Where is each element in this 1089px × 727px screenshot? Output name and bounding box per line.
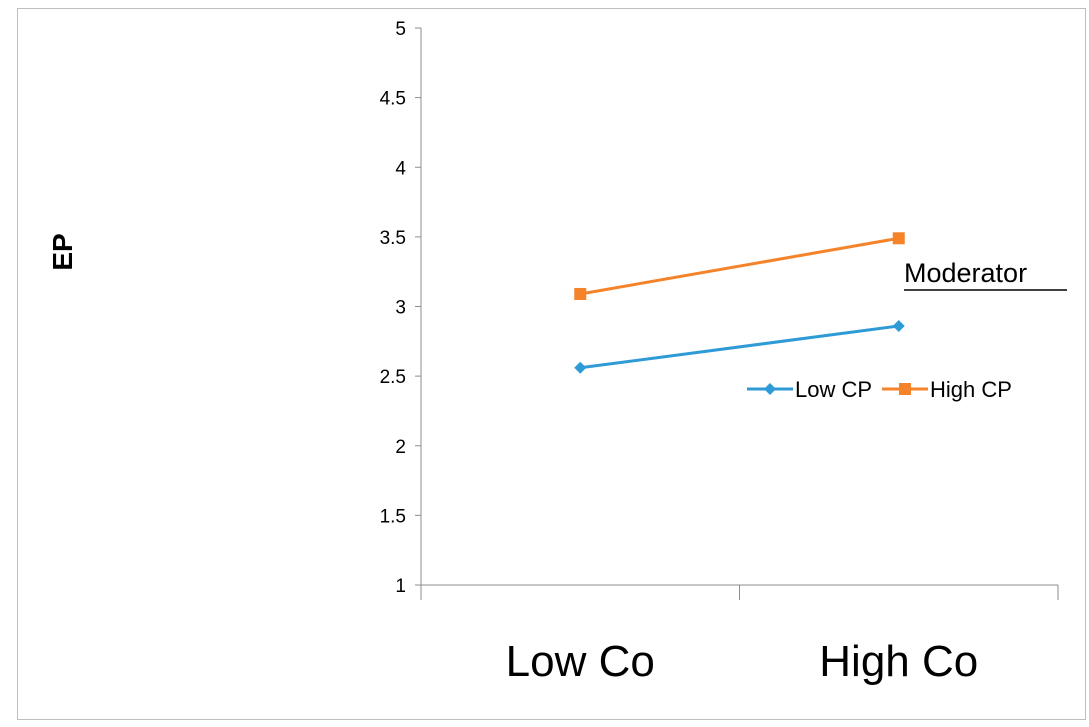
y-tick-label: 4.5 [380,89,406,110]
y-tick-label: 2.5 [380,367,406,388]
legend-title: Moderator [904,258,1027,288]
y-ticks: 1 1.5 2 2.5 3 3.5 4 4.5 5 [380,19,421,597]
x-category-label: Low Co [506,637,655,686]
legend-item: Low CP [747,377,872,402]
legend-label: High CP [930,377,1012,402]
y-tick-label: 1.5 [380,506,406,527]
y-tick-label: 3 [395,298,406,319]
y-axis-title: EP [47,233,78,270]
y-tick-label: 5 [395,19,406,40]
y-tick-label: 4 [395,158,406,179]
chart-border [17,8,1086,720]
legend-label: Low CP [795,377,872,402]
y-tick-label: 1 [395,576,406,597]
data-point-marker [892,232,905,245]
y-tick-label: 2 [395,437,406,458]
legend: Moderator Low CP High CP [747,258,1067,402]
x-ticks: Low Co High Co [420,585,1059,686]
legend-marker [899,383,911,395]
series-high-cp [574,232,905,300]
series-line [579,236,900,296]
legend-marker [764,383,776,395]
axes [420,28,1058,586]
x-category-label: High Co [819,637,978,686]
series-low-cp [574,319,905,374]
data-point-marker [574,361,587,374]
series-lines [574,232,905,374]
data-point-marker [574,287,587,300]
y-tick-label: 3.5 [380,228,406,249]
legend-item: High CP [882,377,1012,402]
series-line [580,324,899,370]
data-point-marker [892,319,905,332]
